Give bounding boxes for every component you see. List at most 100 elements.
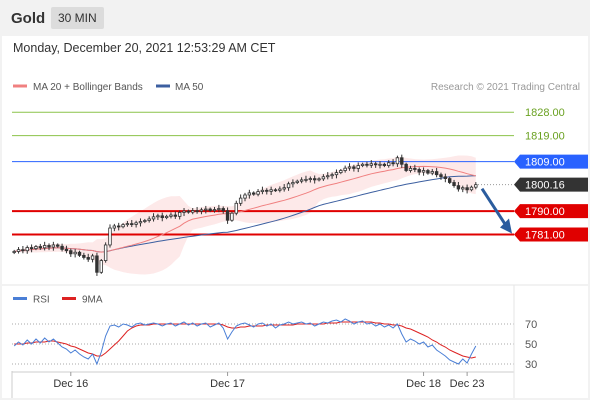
candle-body bbox=[439, 174, 443, 178]
candle-body bbox=[34, 246, 38, 250]
candle-body bbox=[234, 202, 238, 214]
candle bbox=[273, 188, 278, 192]
candle bbox=[177, 210, 182, 220]
candle bbox=[395, 155, 400, 167]
candle bbox=[12, 249, 16, 255]
candle-body bbox=[339, 170, 343, 174]
candle bbox=[47, 243, 51, 251]
candle-body bbox=[312, 178, 317, 181]
candle bbox=[147, 216, 151, 223]
candle bbox=[378, 161, 382, 169]
candle-body bbox=[21, 249, 25, 252]
candle-body bbox=[156, 215, 160, 218]
candle bbox=[208, 207, 212, 213]
resistance-label: 1828.00 bbox=[525, 107, 565, 119]
rsi-line bbox=[13, 318, 477, 366]
candle-body bbox=[334, 172, 339, 176]
candle-body bbox=[387, 162, 391, 166]
candle bbox=[369, 160, 374, 168]
candle-body bbox=[317, 178, 321, 181]
candle bbox=[447, 177, 452, 185]
rsi-level-label: 30 bbox=[525, 359, 537, 371]
candle bbox=[360, 162, 365, 168]
candle bbox=[312, 175, 317, 184]
ma20-line bbox=[14, 165, 476, 253]
candle bbox=[130, 219, 134, 227]
candle bbox=[151, 213, 156, 222]
candle bbox=[204, 205, 208, 214]
candle bbox=[156, 213, 160, 220]
candle-body bbox=[191, 210, 195, 213]
candle-body bbox=[186, 210, 191, 213]
candle-body bbox=[356, 165, 360, 169]
candle-body bbox=[134, 222, 138, 225]
candle-body bbox=[164, 215, 169, 219]
candle bbox=[77, 250, 82, 257]
candle bbox=[404, 162, 408, 173]
candle-body bbox=[260, 189, 265, 193]
candle bbox=[160, 212, 164, 222]
arrow-head bbox=[500, 218, 512, 234]
candle-body bbox=[130, 223, 134, 226]
candle bbox=[199, 207, 204, 215]
rsi-legend-swatch bbox=[13, 297, 27, 300]
candle-body bbox=[116, 225, 121, 228]
candle bbox=[125, 221, 130, 227]
candle bbox=[434, 167, 439, 178]
candle bbox=[382, 162, 387, 168]
candle-body bbox=[86, 257, 90, 260]
candle bbox=[99, 259, 103, 274]
candle-body bbox=[51, 244, 56, 248]
candle-body bbox=[447, 178, 452, 183]
candle-body bbox=[404, 163, 408, 171]
candle-body bbox=[373, 163, 378, 166]
candle bbox=[282, 184, 286, 192]
candle bbox=[365, 161, 369, 168]
resistance-label: 1819.00 bbox=[525, 131, 565, 143]
bollinger-band-area bbox=[14, 155, 476, 275]
candle-body bbox=[195, 210, 199, 213]
candle bbox=[443, 173, 448, 183]
rsi-ma9-line bbox=[14, 321, 476, 359]
candle bbox=[29, 244, 34, 253]
candle bbox=[286, 181, 291, 191]
bollinger-bands bbox=[14, 155, 476, 275]
candle bbox=[347, 163, 352, 171]
candle bbox=[243, 192, 247, 202]
candle-body bbox=[99, 260, 103, 273]
candle-body bbox=[273, 189, 278, 192]
ma20-legend-swatch bbox=[13, 84, 27, 88]
ma50-legend-label: MA 50 bbox=[175, 82, 204, 93]
candle bbox=[42, 241, 47, 251]
candle bbox=[86, 253, 90, 262]
candle-body bbox=[295, 180, 299, 183]
timeframe-badge[interactable]: 30 MIN bbox=[51, 7, 104, 29]
rsi-level-label: 70 bbox=[525, 319, 537, 331]
candle bbox=[400, 154, 404, 168]
candle bbox=[339, 168, 343, 175]
candle bbox=[230, 211, 234, 222]
candle-body bbox=[252, 192, 256, 195]
pivot-tag bbox=[514, 154, 588, 169]
candle-body bbox=[147, 218, 151, 221]
candle-body bbox=[64, 248, 69, 252]
candle bbox=[317, 177, 321, 182]
candle bbox=[265, 188, 269, 195]
candle-body bbox=[430, 171, 434, 174]
candle-body bbox=[321, 176, 326, 180]
candle bbox=[143, 218, 147, 224]
candle bbox=[64, 245, 69, 254]
candle-body bbox=[360, 163, 365, 166]
candle bbox=[234, 200, 238, 216]
candle-body bbox=[369, 163, 374, 166]
candle bbox=[474, 182, 478, 190]
candle-body bbox=[16, 249, 21, 252]
x-tick-label: Dec 17 bbox=[210, 378, 245, 390]
candle bbox=[73, 249, 77, 258]
candle-body bbox=[421, 170, 426, 173]
candle bbox=[221, 206, 225, 214]
candle-body bbox=[151, 216, 156, 220]
candle-body bbox=[426, 170, 430, 174]
candle bbox=[304, 175, 308, 183]
candle-body bbox=[247, 192, 252, 196]
